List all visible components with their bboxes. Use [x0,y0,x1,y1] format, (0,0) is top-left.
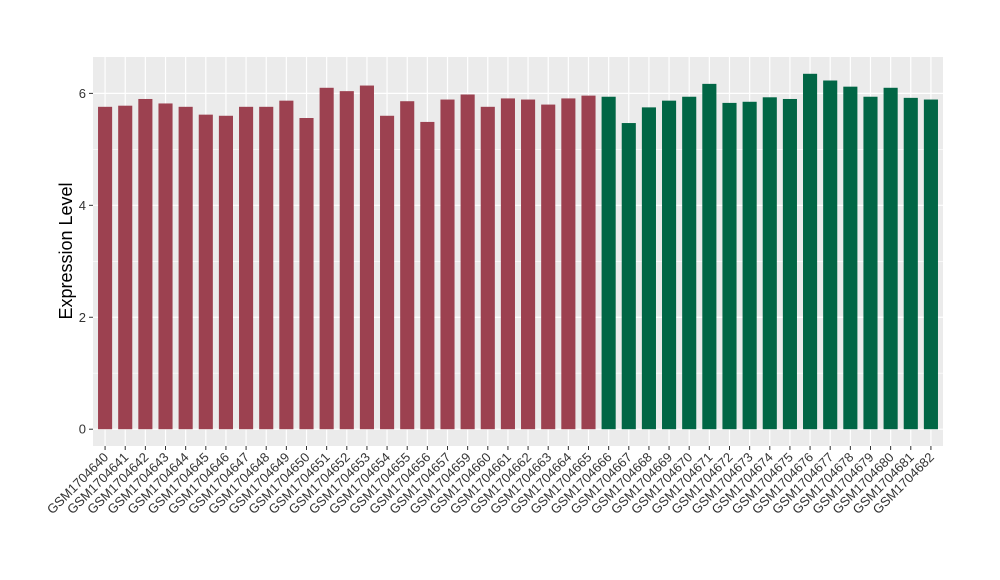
bar-GSM1704651 [319,87,334,430]
bar-GSM1704666 [601,96,616,430]
bar-GSM1704645 [198,114,213,430]
y-axis: 0 2 4 6 [79,86,93,437]
bar-GSM1704656 [420,121,435,430]
bar-GSM1704661 [500,98,515,430]
bar-GSM1704675 [782,98,797,430]
y-tick-label: 6 [79,86,86,101]
bar-GSM1704674 [762,97,777,430]
bar-GSM1704650 [299,118,314,430]
bar-GSM1704652 [339,91,354,430]
bar-GSM1704662 [521,99,536,430]
bar-GSM1704667 [621,123,636,430]
bar-GSM1704676 [803,73,818,430]
bar-GSM1704671 [702,83,717,430]
bar-GSM1704655 [400,101,415,430]
bar-GSM1704677 [823,80,838,430]
bar-GSM1704646 [218,115,233,430]
bar-GSM1704649 [279,100,294,430]
bar-GSM1704640 [98,106,113,430]
y-tick-label: 0 [79,422,86,437]
bar-GSM1704681 [903,97,918,430]
bar-GSM1704654 [380,115,395,430]
bar-GSM1704673 [742,101,757,430]
grid-minor-lines [93,149,943,374]
bar-GSM1704668 [641,107,656,430]
y-axis-title: Expression Level [56,182,76,319]
bar-GSM1704663 [541,104,556,430]
bar-GSM1704660 [480,106,495,430]
bar-GSM1704680 [883,87,898,430]
panel-background [93,57,943,446]
bar-GSM1704664 [561,98,576,430]
y-tick-label: 2 [79,310,86,325]
bar-GSM1704641 [118,105,133,430]
bar-GSM1704653 [359,85,374,430]
y-tick-label: 4 [79,198,86,213]
bar-GSM1704644 [178,106,193,430]
bar-GSM1704647 [239,106,254,430]
bar-GSM1704642 [138,98,153,430]
bar-GSM1704643 [158,103,173,430]
bar-GSM1704670 [682,96,697,430]
bar-GSM1704682 [923,99,938,430]
bar-GSM1704659 [460,94,475,430]
bar-GSM1704672 [722,102,737,430]
x-axis: GSM1704640GSM1704641GSM1704642GSM1704643… [44,446,937,517]
bar-GSM1704665 [581,95,596,430]
bars [98,73,938,430]
bar-GSM1704648 [259,106,274,430]
bar-GSM1704679 [863,96,878,430]
bar-GSM1704678 [843,86,858,430]
bar-GSM1704657 [440,99,455,430]
bar-GSM1704669 [662,100,677,430]
